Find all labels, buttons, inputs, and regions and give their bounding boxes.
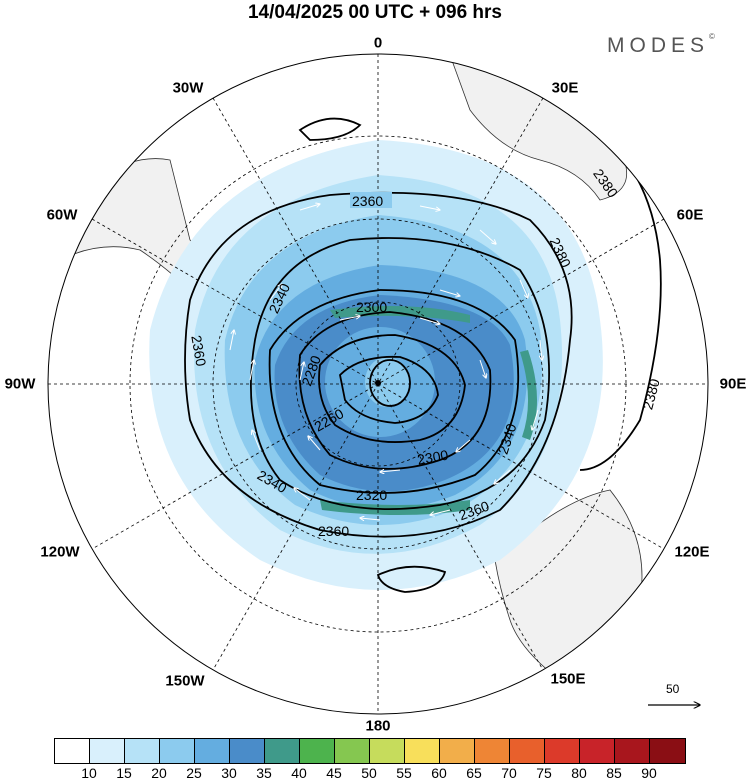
lon-label-60w: 60W [46,206,78,224]
contour-2260 [339,355,439,424]
contour-center [369,359,411,407]
colorbar-tick-label: 55 [396,765,412,781]
contour-2340 [250,237,550,510]
colorbar-tick-label: 50 [361,765,377,781]
colorbar-swatch [475,739,510,763]
colorbar-tick-label: 20 [151,765,167,781]
wind-vectors [229,202,542,520]
colorbar-swatch [405,739,440,763]
colorbar-swatch [335,739,370,763]
lon-label-150w: 150W [165,672,205,690]
shade-40c [320,500,470,515]
lon-label-120e: 120E [674,543,710,561]
shade-40 [330,306,470,323]
colorbar-swatch [370,739,405,763]
brand-logo: MODES© [607,32,715,57]
colorbar-swatch [195,739,230,763]
lon-label-30w: 30W [172,79,204,97]
colorbar-swatch [90,739,125,763]
colorbar-tick-label: 60 [431,765,447,781]
colorbar-swatch [650,739,685,763]
contour-2280 [318,334,466,443]
contour-2380-small [298,117,362,141]
colorbar-swatch [440,739,475,763]
contour-label-2300-b: 2300 [416,447,450,468]
shade-center [365,357,409,407]
colorbar-tick-label: 65 [466,765,482,781]
colorbar-swatch [125,739,160,763]
contour-label-2360-d: 2360 [318,523,349,539]
colorbar-tick-label: 85 [606,765,622,781]
contour-label-2380-c: 2380 [639,377,663,411]
contours [184,104,662,593]
lon-label-180: 180 [365,717,391,735]
colorbar-swatch [510,739,545,763]
contour-2320 [268,289,520,494]
contour-label-2320-a: 2320 [356,487,387,503]
contour-2380-nz [376,565,447,593]
lon-label-90w: 90W [4,375,36,393]
lon-label-150e: 150E [550,670,586,688]
contour-2360 [184,191,573,538]
lon-label-120w: 120W [40,543,80,561]
lon-label-30e: 30E [551,79,579,97]
contour-label-2300-a: 2300 [356,299,387,315]
contour-label-2360-b: 2360 [188,334,209,368]
colorbar-tick-label: 25 [186,765,202,781]
reference-vector-label: 50 [666,682,680,696]
colorbar-tick-label: 75 [536,765,552,781]
colorbar-tick-label: 80 [571,765,587,781]
colorbar-tick-label: 90 [641,765,657,781]
lon-label-90e: 90E [719,375,747,393]
colorbar-tick-label: 10 [81,765,97,781]
polar-map: 2360 2380 2380 2380 2340 2360 2300 2280 … [47,53,709,715]
colorbar-swatch [265,739,300,763]
shade-40b [520,350,538,440]
lon-label-0: 0 [373,34,383,52]
lon-label-60e: 60E [676,206,704,224]
globe-boundary [47,53,709,715]
colorbar-tick-label: 70 [501,765,517,781]
colorbar [54,738,686,764]
colorbar-tick-label: 45 [326,765,342,781]
colorbar-swatch [300,739,335,763]
colorbar-swatch [55,739,90,763]
colorbar-swatch [160,739,195,763]
colorbar-swatch [230,739,265,763]
colorbar-swatch [580,739,615,763]
colorbar-tick-label: 30 [221,765,237,781]
contour-label-2360-a: 2360 [352,193,383,209]
contour-2300 [298,311,492,470]
colorbar-tick-label: 40 [291,765,307,781]
map-title: 14/04/2025 00 UTC + 096 hrs [247,2,503,23]
colorbar-swatch [615,739,650,763]
colorbar-tick-label: 35 [256,765,272,781]
colorbar-tick-label: 15 [116,765,132,781]
colorbar-swatch [545,739,580,763]
pole-marker [375,380,381,386]
